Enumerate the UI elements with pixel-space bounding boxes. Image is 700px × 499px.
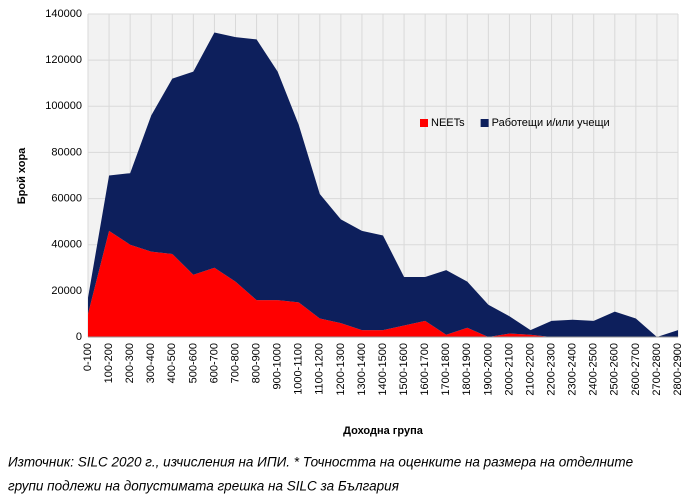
y-tick-label: 0: [76, 331, 82, 343]
x-tick-label: 1900-2000: [482, 343, 494, 396]
y-tick-label: 60000: [51, 192, 82, 204]
source-note: Източник: SILC 2020 г., изчисления на ИП…: [8, 455, 633, 470]
y-tick-label: 140000: [45, 8, 82, 20]
x-tick-label: 1100-1200: [314, 343, 326, 395]
legend-label: NEETs: [431, 117, 465, 129]
x-tick-label: 1200-1300: [335, 343, 347, 396]
y-tick-label: 80000: [51, 146, 82, 158]
legend-swatch: [480, 119, 489, 127]
x-tick-label: 1000-1100: [293, 343, 305, 395]
x-tick-label: 800-900: [250, 343, 262, 383]
x-tick-label: 600-700: [208, 343, 220, 383]
x-tick-label: 100-200: [103, 343, 115, 383]
y-axis-title: Брой хора: [16, 147, 28, 204]
y-tick-label: 120000: [45, 54, 82, 66]
area: [88, 230, 678, 337]
x-tick-label: 300-400: [145, 343, 157, 383]
x-tick-label: 1600-1700: [419, 343, 431, 396]
x-tick-label: 200-300: [124, 343, 136, 383]
x-tick-label: 2600-2700: [630, 343, 642, 396]
x-tick-label: 400-500: [166, 343, 178, 383]
y-tick-label: 40000: [51, 239, 82, 251]
x-tick-label: 1300-1400: [356, 343, 368, 396]
legend-label: Работещи и/или учещи: [492, 117, 610, 129]
x-tick-label: 500-600: [187, 343, 199, 383]
y-tick-label: 20000: [51, 285, 82, 297]
x-tick-label: 2200-2300: [545, 343, 557, 396]
source-note: групи подлежи на допустимата грешка на S…: [8, 479, 399, 494]
x-tick-label: 1500-1600: [398, 343, 410, 396]
legend-swatch: [420, 119, 428, 127]
x-tick-label: 700-800: [229, 343, 241, 383]
x-axis-title: Доходна група: [343, 425, 424, 437]
x-tick-label: 2500-2600: [609, 343, 621, 396]
x-tick-label: 2100-2200: [524, 343, 536, 396]
x-tick-label: 900-1000: [272, 343, 284, 390]
y-tick-label: 100000: [45, 100, 82, 112]
x-tick-label: 2300-2400: [567, 343, 579, 396]
x-tick-label: 2000-2100: [503, 343, 515, 396]
x-tick-label: 1700-1800: [440, 343, 452, 396]
x-tick-label: 0-100: [82, 343, 94, 371]
x-tick-label: 1800-1900: [461, 343, 473, 396]
x-tick-label: 2800-2900: [672, 343, 684, 396]
x-tick-label: 2400-2500: [588, 343, 600, 396]
area: [88, 32, 678, 337]
x-tick-label: 1400-1500: [377, 343, 389, 396]
x-tick-label: 2700-2800: [651, 343, 663, 396]
